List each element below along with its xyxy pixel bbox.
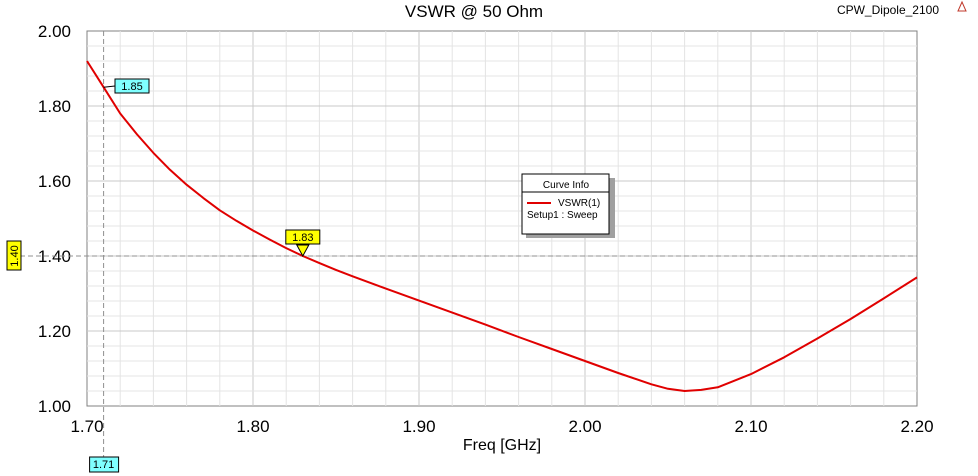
y-tick-label: 2.00	[38, 22, 71, 41]
legend-series-setup: Setup1 : Sweep	[527, 210, 598, 221]
y-tick-label: 1.80	[38, 97, 71, 116]
series-layer	[86, 60, 918, 392]
y-cursor-value-box	[6, 240, 22, 271]
x-cursor-value: 1.71	[93, 459, 114, 471]
x-tick-label: 2.10	[734, 417, 767, 436]
legend[interactable]: Curve Info VSWR(1) Setup1 : Sweep	[521, 173, 615, 238]
legend-series-name: VSWR(1)	[558, 198, 600, 209]
x-cursor-value-box	[89, 456, 120, 473]
marker-label: 1.83	[292, 232, 313, 244]
legend-title: Curve Info	[543, 180, 590, 191]
plot-area[interactable]	[86, 30, 918, 407]
chart-title: VSWR @ 50 Ohm	[405, 2, 543, 21]
marker-pointer	[103, 85, 116, 88]
marker-label: 1.85	[121, 81, 142, 93]
series-line	[86, 60, 918, 392]
marker-label-box	[285, 229, 321, 245]
y-tick-labels: 1.001.201.401.601.802.00	[38, 22, 71, 416]
y-tick-label: 1.60	[38, 172, 71, 191]
project-name: CPW_Dipole_2100	[837, 3, 939, 17]
x-tick-labels: 1.70 1.80 1.90 2.00 2.10 2.20	[70, 417, 933, 436]
y-cursor-value: 1.40	[9, 245, 21, 266]
marker-layer: 1.85 1.83 1.71 1.40	[6, 78, 321, 473]
x-axis-label: Freq [GHz]	[463, 437, 541, 454]
y-tick-label: 1.00	[38, 397, 71, 416]
x-tick-label: 2.00	[568, 417, 601, 436]
x-tick-label: 1.80	[236, 417, 269, 436]
y-tick-label: 1.20	[38, 322, 71, 341]
cursor-lines	[20, 31, 917, 458]
grid	[87, 31, 917, 406]
x-tick-label: 2.20	[900, 417, 933, 436]
ansys-logo-icon	[957, 0, 967, 12]
x-tick-label: 1.90	[402, 417, 435, 436]
marker-label-box	[114, 78, 150, 94]
marker-triangle-icon	[295, 244, 310, 258]
x-tick-label: 1.70	[70, 417, 103, 436]
